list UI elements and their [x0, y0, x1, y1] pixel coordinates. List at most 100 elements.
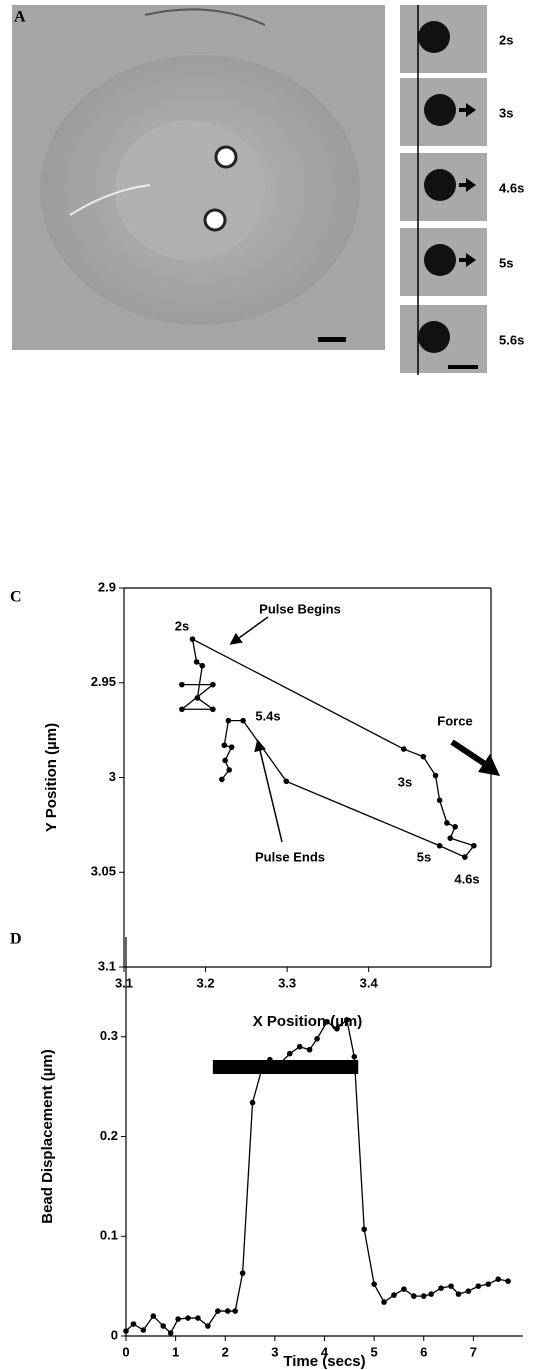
x-tick-label: 7	[470, 1344, 477, 1359]
x-tick-label: 6	[420, 1344, 427, 1359]
x-tick-label: 3.1	[115, 975, 133, 990]
data-point	[371, 1281, 377, 1287]
data-point	[185, 1315, 191, 1321]
data-point	[210, 706, 216, 713]
data-point	[444, 820, 450, 826]
data-point	[475, 1283, 482, 1289]
data-point	[215, 1308, 221, 1314]
frame-time: 2s	[499, 32, 513, 47]
data-point	[381, 1299, 387, 1305]
y-axis-label: Y Position (µm)	[43, 723, 60, 832]
frame-time: 3s	[499, 105, 513, 120]
y-tick-label: 0.2	[100, 1128, 118, 1143]
data-point	[447, 835, 454, 841]
bead	[424, 244, 456, 276]
data-point	[428, 1291, 434, 1297]
force-arrow	[450, 739, 490, 769]
data-point	[462, 854, 468, 860]
data-point	[249, 1099, 256, 1106]
x-tick-label: 2	[222, 1344, 229, 1359]
scale-bar	[318, 337, 346, 342]
frame-time: 5.6s	[499, 332, 524, 347]
data-point	[194, 695, 201, 701]
y-tick-label: 3.05	[91, 864, 116, 879]
data-point	[226, 767, 233, 773]
data-point	[240, 717, 246, 724]
annotation: 5.4s	[255, 708, 280, 723]
nucleus	[115, 120, 265, 260]
x-tick-label: 3.4	[360, 975, 379, 990]
bead	[418, 321, 450, 353]
data-point	[277, 1060, 283, 1067]
data-point	[205, 1323, 211, 1329]
annotation: 3s	[398, 774, 412, 789]
data-point	[221, 742, 228, 749]
arrow-head	[466, 178, 476, 192]
x-tick-label: 4	[321, 1344, 329, 1359]
annotations-c	[229, 616, 500, 843]
data-point	[465, 1288, 472, 1294]
annotation: 4.6s	[454, 871, 479, 886]
data-point	[420, 1293, 427, 1299]
panel-label: C	[10, 589, 22, 606]
data-point	[225, 717, 232, 724]
data-point	[436, 842, 443, 849]
data-point	[296, 1043, 303, 1050]
data-line	[180, 637, 475, 858]
bead	[214, 145, 238, 169]
data-point	[283, 778, 290, 785]
annotation: Pulse Begins	[259, 601, 341, 616]
data-point	[193, 659, 200, 665]
data-point	[495, 1276, 501, 1282]
data-point	[334, 1025, 340, 1032]
y-axis-label: Bead Displacement (µm)	[39, 1049, 56, 1224]
data-point	[344, 1016, 350, 1023]
data-point	[219, 776, 225, 783]
data-point	[400, 746, 407, 752]
bead	[424, 169, 456, 201]
y-tick-label: 3.1	[98, 958, 116, 973]
data-point	[222, 757, 228, 764]
data-point	[505, 1278, 511, 1284]
data-point	[160, 1323, 167, 1329]
data-point	[259, 1063, 266, 1070]
data-point	[150, 1313, 157, 1319]
x-tick-label: 3.3	[278, 975, 296, 990]
arrow-head	[466, 253, 476, 267]
data-point	[438, 1285, 444, 1291]
edge	[144, 8, 266, 26]
force-arrow-head	[478, 754, 500, 776]
data-point	[224, 1308, 231, 1314]
data-point	[432, 772, 439, 779]
y-tick-label: 0.1	[100, 1228, 118, 1243]
panel-a: A	[12, 5, 385, 350]
data-point	[324, 1018, 330, 1025]
data-point	[286, 1050, 293, 1057]
data-point	[167, 1330, 174, 1336]
data-point	[411, 1293, 417, 1299]
data-point	[351, 1053, 358, 1060]
data-point	[189, 636, 196, 642]
bead	[203, 208, 227, 232]
data-point	[140, 1327, 147, 1333]
data-point	[267, 1056, 273, 1063]
x-tick-label: 3.2	[197, 975, 215, 990]
data-point	[401, 1286, 407, 1292]
annotation: Pulse Ends	[255, 849, 325, 864]
annotation: 5s	[417, 849, 431, 864]
x-tick-label: 1	[172, 1344, 179, 1359]
bead	[418, 21, 450, 53]
annotation: Force	[437, 713, 472, 728]
x-axis-label: X Position (µm)	[253, 1013, 362, 1030]
bead	[424, 94, 456, 126]
data-point	[448, 1283, 454, 1289]
arrow-head	[466, 103, 476, 117]
y-tick-label: 0	[111, 1327, 118, 1342]
annotation: 2s	[175, 618, 189, 633]
data-point	[239, 1270, 246, 1276]
y-tick-label: 2.95	[91, 674, 116, 689]
data-point	[175, 1316, 181, 1322]
x-axis-label: Time (secs)	[283, 1353, 365, 1370]
y-tick-label: 3	[109, 769, 116, 784]
